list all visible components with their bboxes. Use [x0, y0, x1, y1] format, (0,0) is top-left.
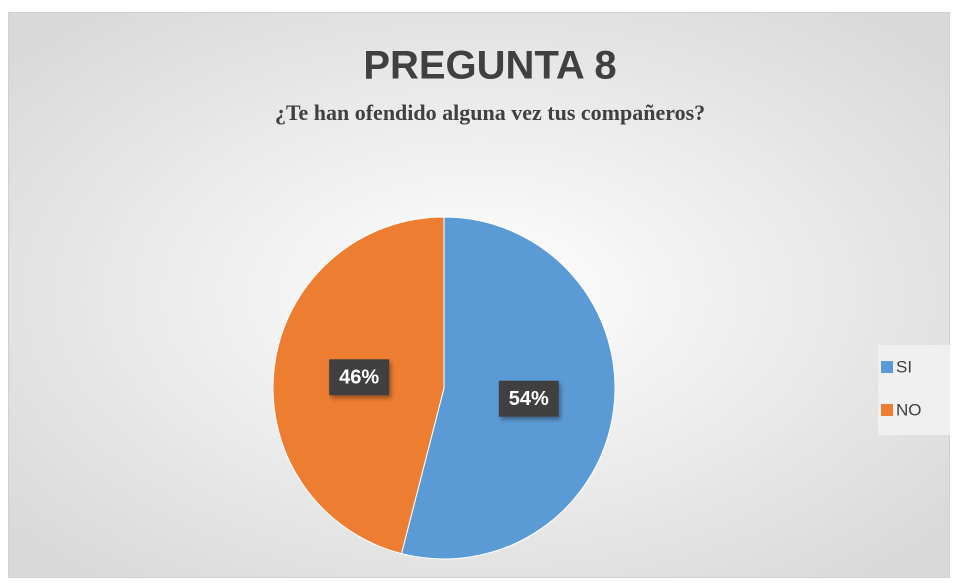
chart-title: PREGUNTA 8 — [363, 44, 616, 88]
legend-swatch — [881, 361, 893, 373]
legend-label: SI — [896, 357, 912, 376]
data-label: 54% — [509, 388, 549, 410]
data-label-box — [498, 380, 559, 417]
legend-box — [878, 345, 950, 435]
data-label: 46% — [339, 367, 379, 389]
chart-subtitle: ¿Te han ofendido alguna vez tus compañer… — [275, 100, 705, 125]
legend-swatch — [881, 404, 893, 416]
data-label-box — [329, 359, 390, 396]
legend-label: NO — [896, 400, 922, 419]
